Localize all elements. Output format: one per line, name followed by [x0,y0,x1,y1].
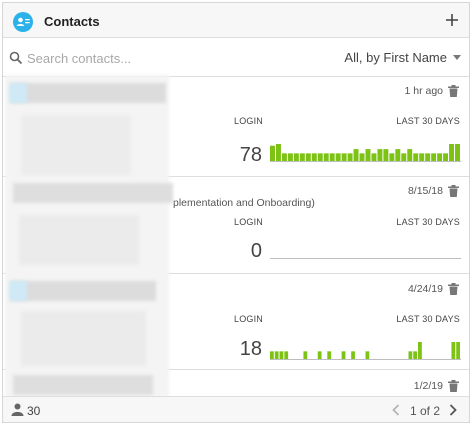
chevron-left-icon[interactable] [391,403,401,417]
plus-icon [446,14,458,26]
activity-bar [347,153,353,161]
chevron-down-icon [453,55,461,60]
login-count: 78 [239,144,262,166]
last-30-days-label: LAST 30 DAYS [396,314,460,324]
activity-bar [419,153,425,161]
panel-footer: 30 1 of 2 [3,396,469,422]
activity-bar [351,351,355,359]
activity-bar [317,153,323,161]
person-icon [11,403,24,416]
contacts-panel: Contacts All, by First Name 1 hr ago LOG… [2,2,470,423]
search-bar: All, by First Name [3,39,469,77]
last-activity-date: 1/2/19 [413,380,443,392]
sort-label: All, by First Name [344,50,447,65]
activity-bar [303,351,308,359]
activity-sparkline [270,144,461,162]
activity-bar [299,153,305,161]
search-input[interactable] [27,48,307,68]
activity-bar [413,153,419,161]
login-label: LOGIN [234,217,264,227]
activity-bar [281,153,287,161]
activity-bar [383,149,389,161]
trash-icon[interactable] [448,85,459,97]
activity-bar [305,153,311,161]
activity-bar [311,153,317,161]
activity-sparkline [270,258,461,259]
activity-bar [407,149,413,161]
contact-subtitle: plementation and Onboarding) [173,197,315,209]
activity-bar [323,153,329,161]
panel-title: Contacts [44,14,100,29]
activity-bar [365,351,370,359]
activity-bar [275,144,281,161]
activity-bar [274,351,279,359]
page-indicator: 1 of 2 [410,404,441,418]
activity-bar [425,153,431,161]
search-icon [9,51,23,65]
panel-header: Contacts [3,3,469,38]
activity-sparkline [270,342,461,360]
sort-dropdown[interactable]: All, by First Name [344,50,461,65]
last-activity-date: 4/24/19 [407,283,443,295]
activity-bar [270,351,274,359]
activity-bar [365,149,371,161]
activity-bar [418,342,422,359]
activity-bar [341,351,346,359]
contact-card-icon [13,12,33,32]
login-count: 0 [250,240,262,262]
activity-bar [317,351,322,359]
activity-bar [335,153,341,161]
activity-bar [353,149,359,161]
activity-bar [413,351,418,359]
activity-bar [431,153,437,161]
activity-bar [408,351,413,359]
activity-bar [327,351,332,359]
activity-bar [293,153,299,161]
activity-bar [456,342,461,359]
activity-bar [437,153,443,161]
login-count: 18 [239,338,262,360]
last-activity-date: 1 hr ago [404,85,443,97]
activity-bar [284,351,289,359]
activity-bar [329,153,335,161]
activity-bar [401,153,407,161]
chevron-right-icon[interactable] [448,403,458,417]
activity-bar [359,153,365,161]
activity-bar [287,153,293,161]
activity-bar [395,149,401,161]
trash-icon[interactable] [448,380,459,392]
trash-icon[interactable] [448,283,459,295]
login-label: LOGIN [234,314,264,324]
activity-bar [449,144,455,161]
activity-bar [451,342,456,359]
add-contact-button[interactable] [441,9,463,31]
last-activity-date: 8/15/18 [407,185,443,197]
activity-bar [455,144,460,161]
activity-bar [270,145,275,161]
activity-bar [443,153,449,161]
activity-bar [371,153,377,161]
trash-icon[interactable] [448,185,459,197]
login-label: LOGIN [234,116,264,126]
activity-bar [341,153,347,161]
contact-count: 30 [27,404,41,418]
activity-bar [377,149,383,161]
last-30-days-label: LAST 30 DAYS [396,217,460,227]
activity-bar [279,351,284,359]
last-30-days-label: LAST 30 DAYS [396,116,460,126]
activity-bar [389,153,395,161]
